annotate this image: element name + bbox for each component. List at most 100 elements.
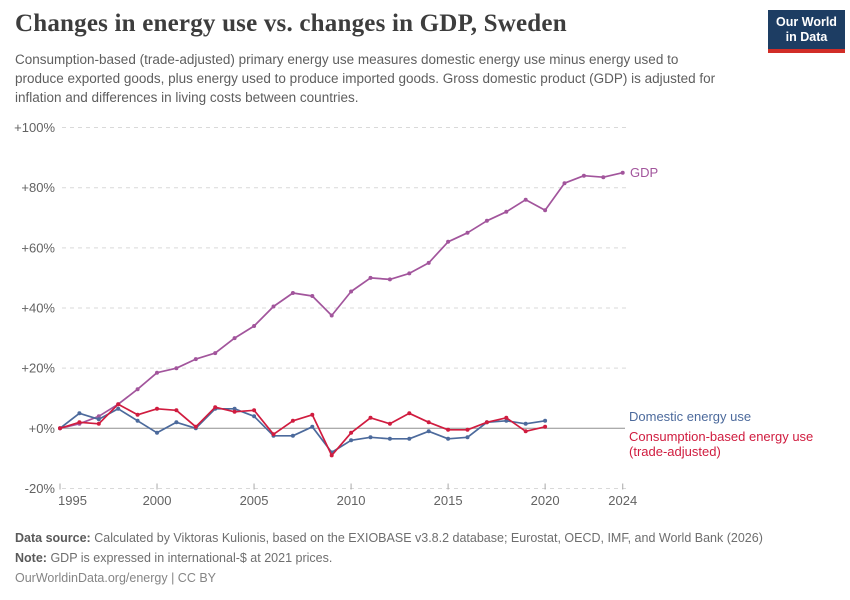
owid-logo-line1: Our World xyxy=(776,14,837,29)
gdp-data-point[interactable] xyxy=(543,208,548,213)
owid-logo[interactable]: Our World in Data xyxy=(768,10,845,53)
y-axis-tick-label: -20% xyxy=(25,481,56,496)
consumption-based-energy-use-data-point[interactable] xyxy=(523,429,528,434)
domestic-energy-use-data-point[interactable] xyxy=(116,406,121,411)
chart-footer: Data source: Calculated by Viktoras Kuli… xyxy=(15,528,835,588)
consumption-based-energy-use-data-point[interactable] xyxy=(232,409,237,414)
page-title: Changes in energy use vs. changes in GDP… xyxy=(15,10,567,37)
gdp-data-point[interactable] xyxy=(135,387,140,392)
y-axis-tick-label: +80% xyxy=(21,180,55,195)
gdp-data-point[interactable] xyxy=(562,181,567,186)
gdp-data-point[interactable] xyxy=(407,271,412,276)
consumption-based-energy-use-data-point[interactable] xyxy=(349,430,354,435)
x-axis-tick-label: 2000 xyxy=(143,493,172,508)
consumption-based-energy-use-data-point[interactable] xyxy=(329,453,334,458)
gdp-data-point[interactable] xyxy=(465,230,470,235)
domestic-energy-use-data-point[interactable] xyxy=(349,438,354,443)
gdp-data-point[interactable] xyxy=(174,366,179,371)
domestic-energy-use-data-point[interactable] xyxy=(77,411,82,416)
x-axis-tick-label: 2010 xyxy=(337,493,366,508)
consumption-based-energy-use-data-point[interactable] xyxy=(465,427,470,432)
gdp-data-point[interactable] xyxy=(213,351,218,356)
domestic-energy-use-data-point[interactable] xyxy=(387,436,392,441)
domestic-energy-use-data-point[interactable] xyxy=(523,421,528,426)
consumption-based-energy-use-data-point[interactable] xyxy=(193,424,198,429)
gdp-data-point[interactable] xyxy=(620,170,625,175)
gdp-data-point[interactable] xyxy=(523,197,528,202)
consumption-based-energy-use-data-point[interactable] xyxy=(77,420,82,425)
domestic-energy-use-data-point[interactable] xyxy=(155,430,159,435)
consumption-based-energy-use-series-label: Consumption-based energy use xyxy=(629,429,813,444)
consumption-based-energy-use-data-point[interactable] xyxy=(387,421,392,426)
consumption-based-energy-use-data-point[interactable] xyxy=(155,406,159,411)
gdp-data-point[interactable] xyxy=(368,275,373,280)
gdp-data-point[interactable] xyxy=(329,313,334,318)
gdp-data-point[interactable] xyxy=(387,277,392,282)
gdp-data-point[interactable] xyxy=(349,289,354,294)
gdp-data-point[interactable] xyxy=(601,175,606,180)
consumption-based-energy-use-data-point[interactable] xyxy=(310,412,315,417)
consumption-based-energy-use-data-point[interactable] xyxy=(271,432,276,437)
consumption-based-energy-use-data-point[interactable] xyxy=(174,408,179,413)
gdp-data-point[interactable] xyxy=(96,414,101,419)
consumption-based-energy-use-data-point[interactable] xyxy=(135,412,140,417)
domestic-energy-use-data-point[interactable] xyxy=(446,436,451,441)
x-axis-tick-label: 2020 xyxy=(531,493,560,508)
domestic-energy-use-data-point[interactable] xyxy=(96,417,101,422)
gdp-series-label: GDP xyxy=(630,165,658,180)
consumption-based-energy-use-data-point[interactable] xyxy=(290,418,295,423)
gdp-data-point[interactable] xyxy=(252,324,257,328)
gdp-data-point[interactable] xyxy=(504,209,509,214)
gdp-data-point[interactable] xyxy=(193,357,198,362)
consumption-based-energy-use-data-point[interactable] xyxy=(252,408,257,413)
gdp-data-point[interactable] xyxy=(484,218,489,223)
data-source-line: Data source: Calculated by Viktoras Kuli… xyxy=(15,528,835,548)
domestic-energy-use-data-point[interactable] xyxy=(232,406,237,411)
note-label: Note: xyxy=(15,551,47,565)
consumption-based-energy-use-data-point[interactable] xyxy=(116,402,121,407)
domestic-energy-use-line-series[interactable] xyxy=(59,407,546,454)
y-axis-tick-label: +40% xyxy=(21,301,55,316)
data-source-text: Calculated by Viktoras Kulionis, based o… xyxy=(94,531,763,545)
owid-logo-line2: in Data xyxy=(785,29,828,44)
consumption-based-energy-use-data-point[interactable] xyxy=(58,426,62,431)
consumption-based-energy-use-data-point[interactable] xyxy=(426,420,431,425)
domestic-energy-use-data-point[interactable] xyxy=(465,435,470,440)
domestic-energy-use-data-point[interactable] xyxy=(252,414,257,419)
note-text: GDP is expressed in international-$ at 2… xyxy=(50,551,333,565)
domestic-energy-use-data-point[interactable] xyxy=(504,418,509,423)
consumption-based-energy-use-data-point[interactable] xyxy=(484,420,489,425)
consumption-based-energy-use-data-point[interactable] xyxy=(368,415,373,420)
domestic-energy-use-data-point[interactable] xyxy=(407,436,412,441)
gdp-data-point[interactable] xyxy=(290,291,295,295)
consumption-based-energy-use-data-point[interactable] xyxy=(543,424,548,429)
domestic-energy-use-data-point[interactable] xyxy=(174,420,179,425)
consumption-based-energy-use-line-series[interactable] xyxy=(59,403,546,457)
x-axis-tick-label: 2015 xyxy=(434,493,463,508)
consumption-based-energy-use-data-point[interactable] xyxy=(407,411,412,416)
footer-url-link[interactable]: OurWorldinData.org/energy | CC BY xyxy=(15,571,217,585)
gdp-data-point[interactable] xyxy=(446,239,451,244)
gdp-data-point[interactable] xyxy=(581,173,586,178)
domestic-energy-use-data-point[interactable] xyxy=(543,418,548,423)
domestic-energy-use-data-point[interactable] xyxy=(290,433,295,438)
gdp-line-series[interactable] xyxy=(59,171,624,430)
gdp-data-point[interactable] xyxy=(310,294,315,298)
x-axis-tick-label: 2005 xyxy=(240,493,269,508)
gdp-data-point[interactable] xyxy=(155,370,159,375)
domestic-energy-use-data-point[interactable] xyxy=(426,429,431,434)
consumption-based-energy-use-data-point[interactable] xyxy=(213,405,218,410)
consumption-based-energy-use-data-point[interactable] xyxy=(446,427,451,432)
domestic-energy-use-series-label: Domestic energy use xyxy=(629,409,751,424)
consumption-based-energy-use-data-point[interactable] xyxy=(96,421,101,426)
gdp-data-point[interactable] xyxy=(426,260,431,265)
domestic-energy-use-data-point[interactable] xyxy=(310,424,315,429)
gdp-data-point[interactable] xyxy=(232,336,237,341)
chart-subtitle: Consumption-based (trade-adjusted) prima… xyxy=(15,52,716,106)
domestic-energy-use-data-point[interactable] xyxy=(368,435,373,440)
domestic-energy-use-data-point[interactable] xyxy=(135,418,140,423)
gdp-data-point[interactable] xyxy=(271,304,276,309)
consumption-based-energy-use-data-point[interactable] xyxy=(504,415,509,420)
